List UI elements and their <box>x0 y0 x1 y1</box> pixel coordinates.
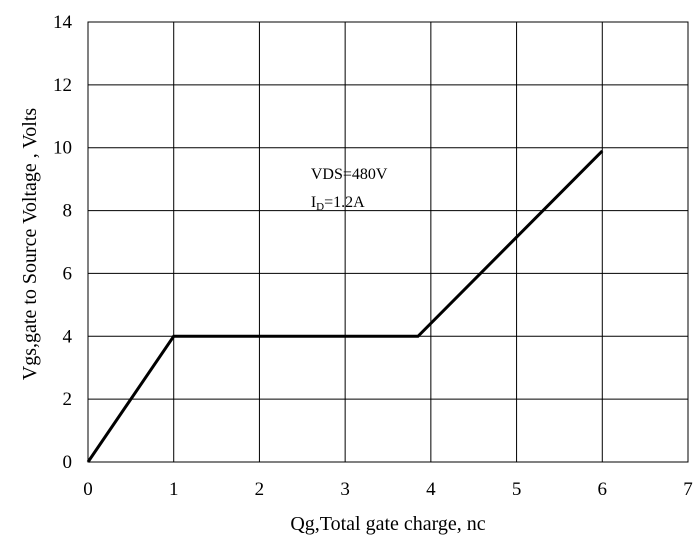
series-group <box>86 149 604 463</box>
x-tick-labels: 0 1 2 3 4 5 6 7 <box>83 479 693 500</box>
x-tick-label: 0 <box>83 479 93 500</box>
y-tick-labels: 0 2 4 6 8 10 12 14 <box>53 12 73 473</box>
grid <box>87 21 689 463</box>
annotation-id-rest: =1.2A <box>324 194 365 211</box>
series-line-0 <box>86 149 604 463</box>
y-tick-label: 0 <box>63 452 73 473</box>
x-tick-label: 1 <box>169 479 179 500</box>
x-tick-label: 3 <box>340 479 350 500</box>
annotation-id-sub: D <box>316 201 324 213</box>
y-tick-label: 2 <box>63 389 73 410</box>
x-tick-label: 2 <box>255 479 265 500</box>
annotation-id: ID=1.2A <box>311 194 365 213</box>
y-tick-label: 8 <box>63 201 73 222</box>
y-tick-label: 12 <box>53 75 72 96</box>
x-tick-label: 6 <box>598 479 608 500</box>
annotation-vds: VDS=480V <box>311 166 388 183</box>
plot-area-frame <box>87 21 689 463</box>
x-tick-label: 5 <box>512 479 522 500</box>
y-tick-label: 6 <box>63 263 73 284</box>
y-axis-label: Vgs,gate to Source Voltage , Volts <box>19 108 41 381</box>
y-tick-label: 10 <box>53 138 72 159</box>
x-tick-label: 4 <box>426 479 436 500</box>
y-tick-label: 4 <box>63 326 73 347</box>
annotation-id-main: I <box>311 194 316 211</box>
y-tick-label: 14 <box>53 12 73 33</box>
x-tick-label: 7 <box>683 479 693 500</box>
x-axis-label: Qg,Total gate charge, nc <box>290 513 485 535</box>
